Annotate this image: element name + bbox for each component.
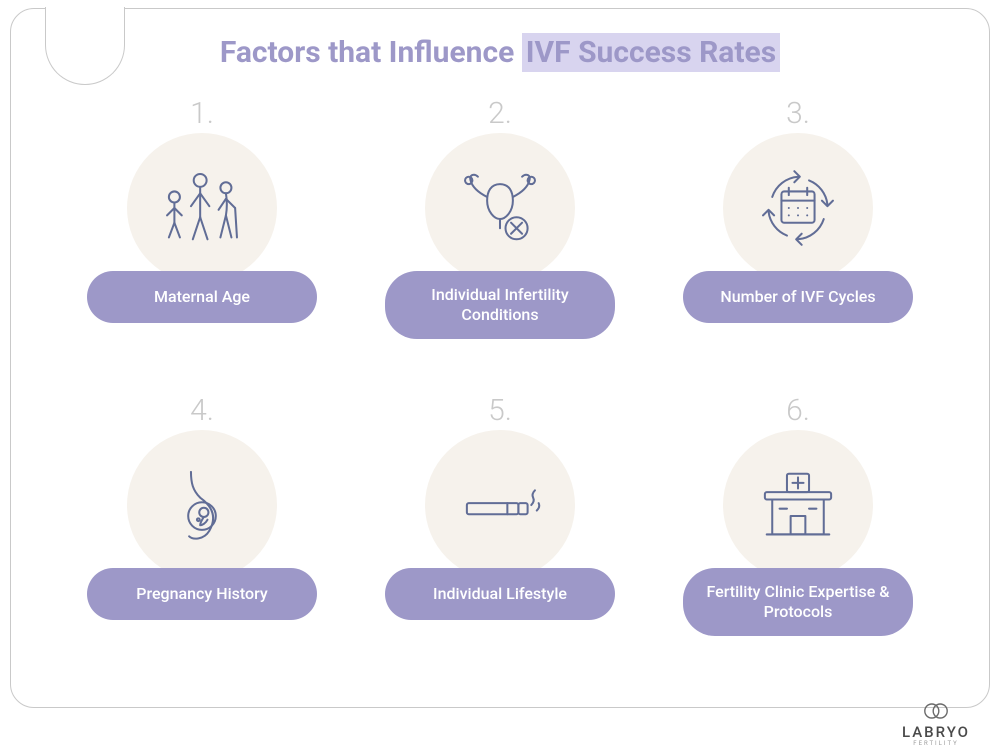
icon-circle [723, 133, 873, 283]
icon-circle [425, 133, 575, 283]
factors-grid: 1. [11, 70, 989, 636]
factor-number: 5. [488, 393, 512, 428]
brand-logo: LABRYO FERTILITY [902, 700, 970, 747]
icon-circle [127, 430, 277, 580]
factor-number: 4. [190, 393, 214, 428]
logo-name: LABRYO [902, 723, 970, 741]
clinic-icon [752, 459, 844, 551]
factor-label: Pregnancy History [87, 568, 317, 620]
pregnancy-icon [156, 459, 248, 551]
factor-label: Individual Lifestyle [385, 568, 615, 620]
factor-6: 6. Fertility Clinic Expertise & Protocol… [671, 393, 925, 636]
title-highlight: IVF Success Rates [522, 33, 780, 72]
title: Factors that Influence IVF Success Rates [11, 35, 989, 70]
factor-5: 5. Individual Lifestyle [373, 393, 627, 636]
title-prefix: Factors that Influence [220, 35, 522, 70]
factor-label: Number of IVF Cycles [683, 271, 913, 323]
factor-number: 2. [488, 96, 512, 131]
factor-label: Maternal Age [87, 271, 317, 323]
factor-label: Individual Infertility Conditions [385, 271, 615, 339]
aging-people-icon [156, 162, 248, 254]
factor-label: Fertility Clinic Expertise & Protocols [683, 568, 913, 636]
logo-rings-icon [922, 700, 950, 722]
factor-4: 4. Pregnancy History [75, 393, 329, 636]
uterus-x-icon [454, 162, 546, 254]
factor-number: 3. [786, 96, 810, 131]
factor-2: 2. Individual Infertility Conditions [373, 96, 627, 339]
tab-notch [45, 7, 125, 85]
infographic-card: Factors that Influence IVF Success Rates… [10, 8, 990, 708]
factor-3: 3. [671, 96, 925, 339]
icon-circle [425, 430, 575, 580]
calendar-cycle-icon [752, 162, 844, 254]
logo-sub: FERTILITY [913, 740, 958, 747]
icon-circle [723, 430, 873, 580]
factor-number: 1. [190, 96, 214, 131]
factor-1: 1. [75, 96, 329, 339]
factor-number: 6. [786, 393, 810, 428]
icon-circle [127, 133, 277, 283]
cigarette-icon [454, 459, 546, 551]
